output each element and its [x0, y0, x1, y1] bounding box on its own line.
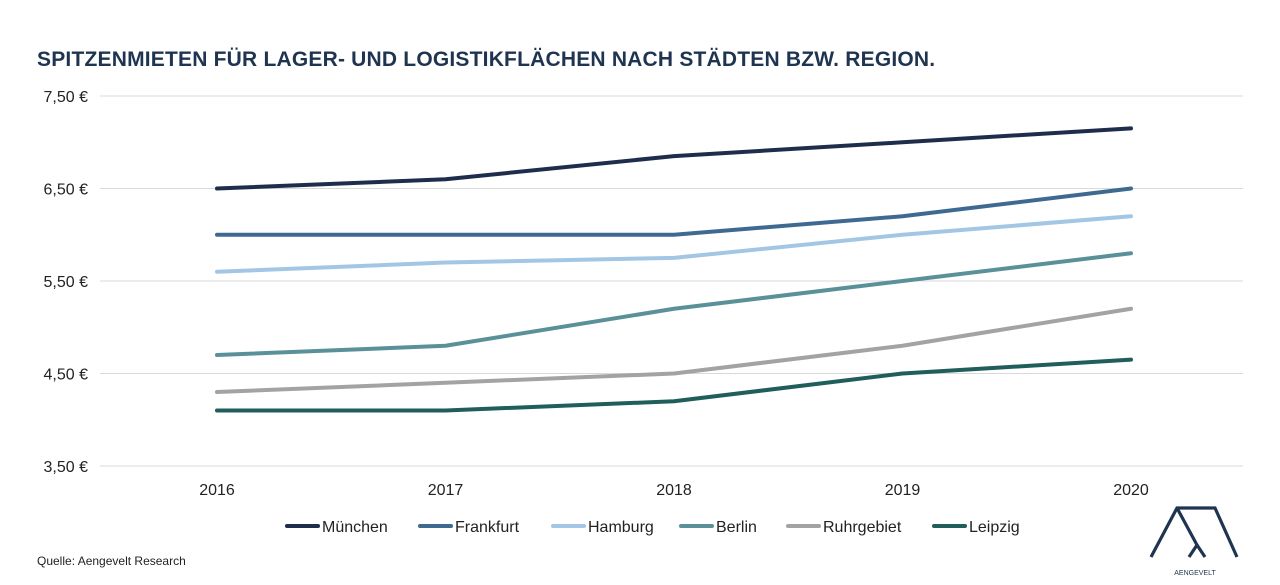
aengevelt-logo: AENGEVELT: [1147, 500, 1243, 580]
series-line-frankfurt: [215, 186, 1133, 237]
y-tick-label: 7,50 €: [44, 89, 89, 106]
y-tick-label: 5,50 €: [44, 274, 89, 291]
series-line-berlin: [215, 251, 1133, 357]
legend: München Frankfurt Hamburg Berlin Ruhrgebiet L…: [285, 519, 1020, 536]
series-line-leipzig: [215, 357, 1133, 413]
chart-title: SPITZENMIETEN FÜR LAGER- UND LOGISTIKFLÄ…: [37, 48, 936, 71]
logo-text: AENGEVELT: [1174, 570, 1216, 577]
x-axis-ticks: 2016 2017 2018 2019 2020: [199, 482, 1149, 499]
source-note: Quelle: Aengevelt Research: [37, 554, 186, 568]
logo-mark-icon: AENGEVELT: [1149, 506, 1239, 577]
x-tick-label: 2018: [656, 482, 692, 499]
y-axis-ticks: 3,50 € 4,50 € 5,50 € 6,50 € 7,50 €: [44, 89, 89, 476]
x-tick-label: 2016: [199, 482, 235, 499]
series-line-hamburg: [215, 214, 1133, 274]
legend-label: Hamburg: [588, 519, 654, 536]
y-tick-label: 3,50 €: [44, 459, 89, 476]
legend-label: Berlin: [716, 519, 757, 536]
x-tick-label: 2019: [885, 482, 921, 499]
legend-label: Ruhrgebiet: [823, 519, 902, 536]
legend-label: Frankfurt: [455, 519, 520, 536]
series-line-ruhrgebiet: [215, 306, 1133, 394]
x-tick-label: 2017: [428, 482, 464, 499]
legend-label: Leipzig: [969, 519, 1020, 536]
x-tick-label: 2020: [1113, 482, 1149, 499]
y-tick-label: 4,50 €: [44, 367, 89, 384]
y-tick-label: 6,50 €: [44, 182, 89, 199]
series-lines: [215, 126, 1133, 413]
series-line-münchen: [215, 126, 1133, 191]
legend-label: München: [322, 519, 388, 536]
